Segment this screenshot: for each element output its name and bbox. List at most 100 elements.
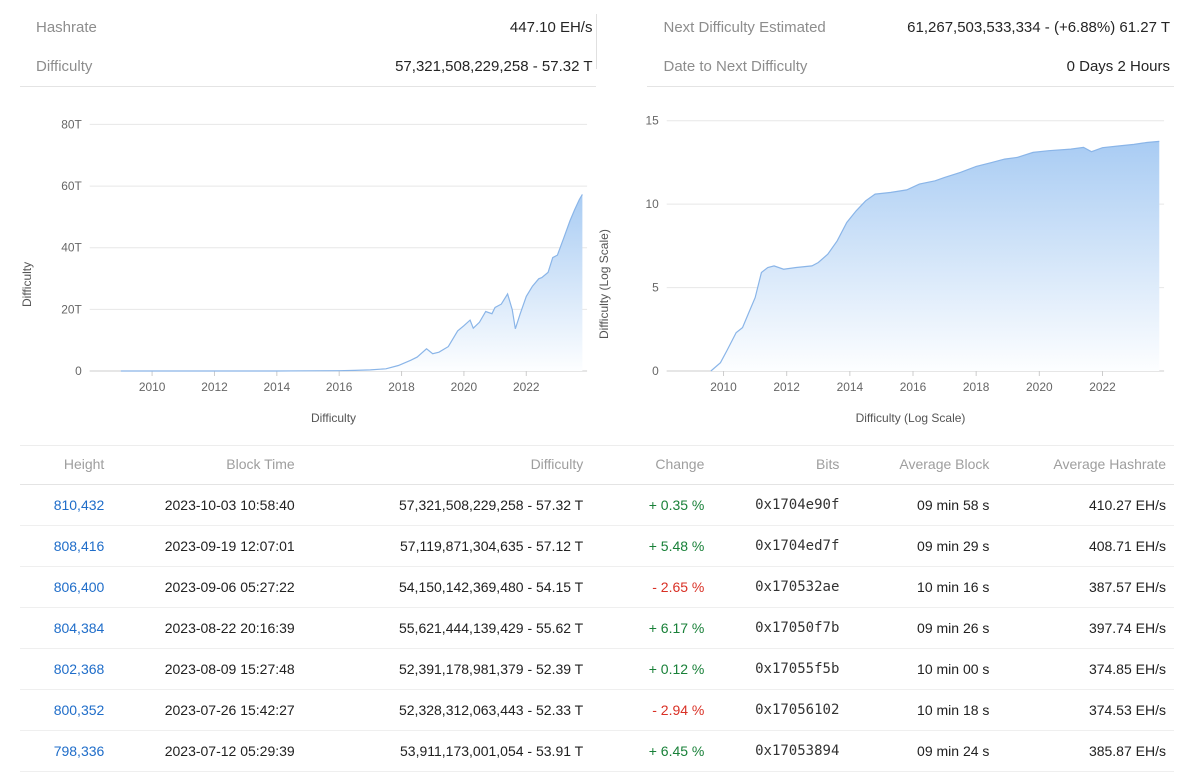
svg-text:2022: 2022	[1089, 380, 1116, 394]
svg-text:60T: 60T	[61, 179, 82, 193]
svg-text:40T: 40T	[61, 241, 82, 255]
bits-cell: 0x17055f5b	[712, 648, 848, 690]
svg-text:2010: 2010	[139, 380, 166, 394]
svg-text:2020: 2020	[451, 380, 478, 394]
svg-text:5: 5	[652, 281, 659, 295]
difficulty-chart-main: 0 20T 40T 60T 80T 2010 2012 2014 2016 2018 2020 202…	[40, 97, 597, 431]
difficulty-log-chart-main: 0 5 10 15 2010 2012 2014 2016 2018 2020 2022 Diffi…	[617, 97, 1174, 431]
svg-text:10: 10	[646, 197, 660, 211]
height-link[interactable]: 808,416	[53, 538, 105, 554]
height-link[interactable]: 802,368	[53, 661, 105, 677]
difficulty-log-chart-ylabel: Difficulty (Log Scale)	[597, 229, 611, 339]
block-time-cell: 2023-08-22 20:16:39	[112, 607, 303, 649]
bits-cell: 0x17056102	[712, 689, 848, 731]
height-link[interactable]: 804,384	[53, 620, 105, 636]
difficulty-log-chart: Difficulty (Log Scale) 0 5 10 15 2010 2012 201…	[597, 97, 1174, 431]
charts-row: Difficulty 0 20T 40T 60T 80T 2010 2012 2014 2016…	[20, 97, 1174, 431]
header-change: Change	[591, 445, 713, 485]
change-cell: - 2.94 %	[591, 689, 713, 731]
svg-text:2014: 2014	[264, 380, 291, 394]
hashrate-stat: Hashrate 447.10 EH/s	[20, 8, 596, 47]
header-average-hashrate: Average Hashrate	[997, 445, 1174, 485]
svg-text:2022: 2022	[513, 380, 540, 394]
header-average-block: Average Block	[847, 445, 998, 485]
difficulty-value: 57,321,508,229,258 - 57.32 T	[395, 58, 593, 75]
difficulty-table: Height Block Time Difficulty Change Bits…	[20, 445, 1174, 772]
svg-text:2012: 2012	[201, 380, 228, 394]
table-row: 808,416 2023-09-19 12:07:01 57,119,871,304…	[20, 525, 1174, 567]
svg-text:2018: 2018	[963, 380, 990, 394]
difficulty-chart-ylabel: Difficulty	[20, 261, 34, 307]
next-difficulty-value: 61,267,503,533,334 - (+6.88%) 61.27 T	[907, 19, 1170, 36]
change-cell: + 6.45 %	[591, 730, 713, 772]
table-row: 806,400 2023-09-06 05:27:22 54,150,142,369…	[20, 566, 1174, 608]
table-row: 810,432 2023-10-03 10:58:40 57,321,508,229…	[20, 484, 1174, 526]
date-next-difficulty-stat: Date to Next Difficulty 0 Days 2 Hours	[647, 47, 1174, 87]
change-cell: + 0.12 %	[591, 648, 713, 690]
average-block-cell: 09 min 26 s	[847, 607, 998, 649]
difficulty-table-body: 810,432 2023-10-03 10:58:40 57,321,508,229…	[20, 484, 1174, 772]
height-link[interactable]: 810,432	[53, 497, 105, 513]
height-link[interactable]: 806,400	[53, 579, 105, 595]
height-link[interactable]: 800,352	[53, 702, 105, 718]
svg-text:2018: 2018	[388, 380, 415, 394]
svg-text:0: 0	[652, 364, 659, 378]
block-time-cell: 2023-09-06 05:27:22	[112, 566, 303, 608]
stats-panel-left: Hashrate 447.10 EH/s Difficulty 57,321,5…	[20, 8, 597, 87]
bits-cell: 0x170532ae	[712, 566, 848, 608]
difficulty-cell: 57,119,871,304,635 - 57.12 T	[302, 525, 592, 567]
svg-text:2016: 2016	[326, 380, 353, 394]
height-cell: 798,336	[20, 730, 113, 772]
height-link[interactable]: 798,336	[53, 743, 105, 759]
next-difficulty-label: Next Difficulty Estimated	[663, 19, 826, 36]
average-hashrate-cell: 408.71 EH/s	[997, 525, 1174, 567]
average-block-cell: 10 min 18 s	[847, 689, 998, 731]
height-cell: 808,416	[20, 525, 113, 567]
average-hashrate-cell: 397.74 EH/s	[997, 607, 1174, 649]
date-next-difficulty-value: 0 Days 2 Hours	[1066, 58, 1170, 75]
change-cell: + 0.35 %	[591, 484, 713, 526]
svg-text:2010: 2010	[710, 380, 737, 394]
table-row: 798,336 2023-07-12 05:29:39 53,911,173,001…	[20, 730, 1174, 772]
difficulty-chart-caption: Difficulty	[310, 411, 357, 425]
height-cell: 802,368	[20, 648, 113, 690]
change-cell: + 5.48 %	[591, 525, 713, 567]
bits-cell: 0x1704e90f	[712, 484, 848, 526]
stats-row: Hashrate 447.10 EH/s Difficulty 57,321,5…	[20, 8, 1174, 87]
header-height: Height	[20, 445, 113, 485]
height-cell: 806,400	[20, 566, 113, 608]
difficulty-log-chart-svg: 0 5 10 15 2010 2012 2014 2016 2018 2020 2022	[646, 114, 1165, 394]
difficulty-cell: 52,328,312,063,443 - 52.33 T	[302, 689, 592, 731]
svg-text:0: 0	[75, 364, 82, 378]
height-cell: 804,384	[20, 607, 113, 649]
hashrate-label: Hashrate	[36, 19, 97, 36]
average-block-cell: 09 min 29 s	[847, 525, 998, 567]
header-block-time: Block Time	[112, 445, 303, 485]
bits-cell: 0x17050f7b	[712, 607, 848, 649]
svg-text:2012: 2012	[773, 380, 800, 394]
table-row: 800,352 2023-07-26 15:42:27 52,328,312,063…	[20, 689, 1174, 731]
block-time-cell: 2023-08-09 15:27:48	[112, 648, 303, 690]
average-hashrate-cell: 387.57 EH/s	[997, 566, 1174, 608]
difficulty-cell: 54,150,142,369,480 - 54.15 T	[302, 566, 592, 608]
table-header-row: Height Block Time Difficulty Change Bits…	[20, 445, 1174, 485]
svg-text:2016: 2016	[900, 380, 927, 394]
stats-panel-right: Next Difficulty Estimated 61,267,503,533…	[597, 8, 1174, 87]
difficulty-chart-svg: 0 20T 40T 60T 80T 2010 2012 2014 2016 2018 2020 202…	[61, 117, 588, 394]
stats-divider	[596, 14, 598, 69]
svg-text:2020: 2020	[1026, 380, 1053, 394]
average-block-cell: 10 min 16 s	[847, 566, 998, 608]
difficulty-stat: Difficulty 57,321,508,229,258 - 57.32 T	[20, 47, 597, 87]
table-row: 804,384 2023-08-22 20:16:39 55,621,444,139…	[20, 607, 1174, 649]
next-difficulty-stat: Next Difficulty Estimated 61,267,503,533…	[647, 8, 1174, 47]
change-cell: + 6.17 %	[591, 607, 713, 649]
difficulty-label: Difficulty	[36, 58, 93, 75]
height-cell: 810,432	[20, 484, 113, 526]
height-cell: 800,352	[20, 689, 113, 731]
difficulty-cell: 53,911,173,001,054 - 53.91 T	[302, 730, 592, 772]
svg-text:15: 15	[646, 114, 660, 128]
block-time-cell: 2023-09-19 12:07:01	[112, 525, 303, 567]
svg-text:80T: 80T	[61, 117, 82, 131]
block-time-cell: 2023-10-03 10:58:40	[112, 484, 303, 526]
svg-text:2014: 2014	[837, 380, 864, 394]
